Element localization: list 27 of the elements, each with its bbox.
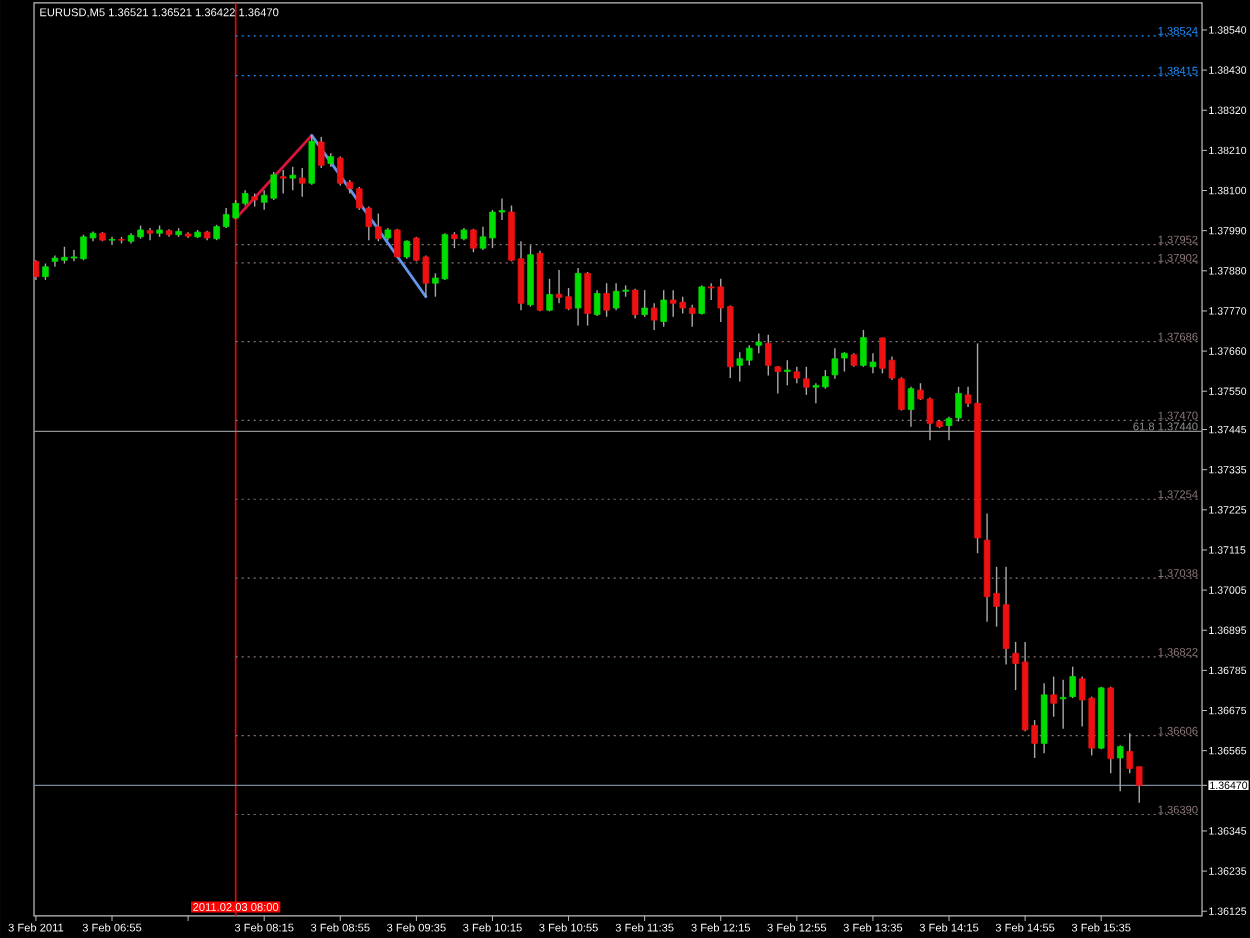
candlestick [279, 169, 287, 195]
candlestick [289, 166, 296, 191]
candlestick [318, 136, 325, 169]
candlestick [34, 259, 40, 281]
candlestick [650, 302, 658, 331]
candlestick [1059, 679, 1067, 730]
candlestick [146, 227, 154, 241]
candlestick [774, 365, 782, 395]
candlestick [298, 167, 306, 198]
candlestick [907, 386, 915, 428]
candlestick [1050, 675, 1057, 718]
candlestick [403, 239, 411, 260]
candlestick [1116, 744, 1124, 792]
candlestick [698, 284, 705, 316]
candlestick [765, 333, 772, 377]
candlestick [546, 278, 553, 313]
candlestick [784, 359, 791, 387]
candlestick [603, 282, 610, 318]
candlestick [1069, 666, 1076, 699]
candlestick [593, 289, 601, 317]
candlestick [308, 134, 316, 186]
candlestick [631, 287, 639, 320]
candlestick [574, 267, 582, 327]
candlestick [660, 289, 667, 328]
candlestick [584, 271, 591, 327]
candlestick [755, 332, 763, 354]
candlestick [641, 289, 648, 318]
